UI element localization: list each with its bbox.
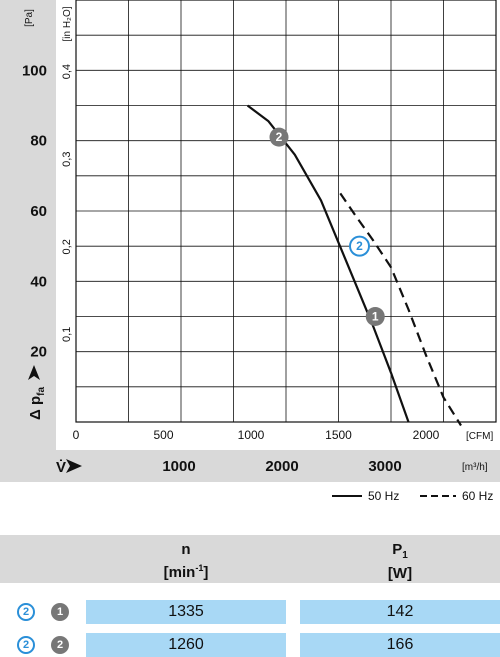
y-label-text: Δ p	[27, 396, 44, 420]
y-tick-pa: 40	[30, 273, 47, 290]
row-n-value: 1260	[86, 633, 286, 657]
operating-point-marker	[269, 127, 289, 147]
x-tick-m3h: 1000	[162, 458, 195, 475]
series-60hz-line	[339, 192, 462, 427]
header-n: n [min-1]	[86, 535, 286, 582]
header-p1-symbol: P1	[392, 541, 408, 561]
y-tick-pa: 60	[30, 203, 47, 220]
operating-point-marker	[349, 235, 370, 257]
y-label-sub: fa	[36, 387, 47, 396]
legend-solid-label: 50 Hz	[368, 489, 399, 503]
header-p1-unit: [W]	[387, 565, 413, 582]
x-axis-arrow	[66, 459, 82, 473]
y-axis-arrow	[28, 365, 40, 380]
y-axis-panel	[0, 0, 56, 482]
x-tick-m3h: 3000	[368, 458, 401, 475]
x-axis-label: V̇	[56, 459, 66, 476]
y-axis-label: Δ pfa	[27, 365, 47, 420]
operating-point-label: 2	[276, 130, 283, 144]
operating-point-grey-badge: 2	[51, 636, 69, 654]
row-n-value: 1335	[86, 600, 286, 624]
x-tick-m3h: 2000	[265, 458, 298, 475]
table-header: n [min-1] P1 [W]	[0, 535, 500, 583]
operating-point-grey-badge: 1	[51, 603, 69, 621]
y-tick-pa: 100	[22, 62, 47, 79]
series-50hz-line	[246, 104, 410, 423]
row-p1-value: 142	[300, 600, 500, 624]
x-tick-cfm: 500	[153, 428, 173, 442]
header-p1: P1 [W]	[300, 535, 500, 583]
x-tick-cfm: 1500	[325, 428, 352, 442]
operating-point-label: 2	[356, 239, 363, 253]
operating-point-blue-badge: 2	[17, 636, 35, 654]
x-unit-cfm: [CFM]	[466, 431, 493, 442]
header-n-unit: [min-1]	[163, 563, 209, 581]
y-tick-inh2o: 0,4	[61, 64, 73, 79]
header-n-symbol: n	[181, 541, 191, 558]
operating-point-label: 1	[372, 310, 379, 324]
y-unit-inh2o: [in H₂O]	[62, 6, 73, 41]
chart-grid	[76, 0, 496, 422]
x-tick-cfm: 1000	[238, 428, 265, 442]
y-unit-pa: [Pa]	[24, 9, 35, 27]
tick-layer: 20 40 60 80 100 0,1 0,2 0,3 0,4 0 500 1000 1500 2000 1…	[22, 62, 440, 475]
row-p1-value: 166	[300, 633, 500, 657]
svg-text:Δ pfa: Δ pfa	[27, 387, 47, 420]
y-tick-inh2o: 0,2	[61, 239, 73, 254]
y-tick-pa: 80	[30, 133, 47, 150]
plot-frame	[75, 0, 497, 423]
legend-dashed-label: 60 Hz	[462, 489, 493, 503]
operating-point-blue-badge: 2	[17, 603, 35, 621]
x-tick-cfm: 0	[73, 428, 80, 442]
y-tick-pa: 20	[30, 344, 47, 361]
x-tick-cfm: 2000	[413, 428, 440, 442]
operating-point-marker	[365, 307, 385, 326]
x-unit-m3h: [m³/h]	[462, 462, 488, 473]
series-layer	[246, 104, 462, 427]
y-tick-inh2o: 0,3	[61, 152, 73, 167]
x-axis-band	[56, 450, 500, 482]
y-tick-inh2o: 0,1	[61, 327, 73, 342]
marker-layer: 2 2 1	[269, 127, 385, 326]
